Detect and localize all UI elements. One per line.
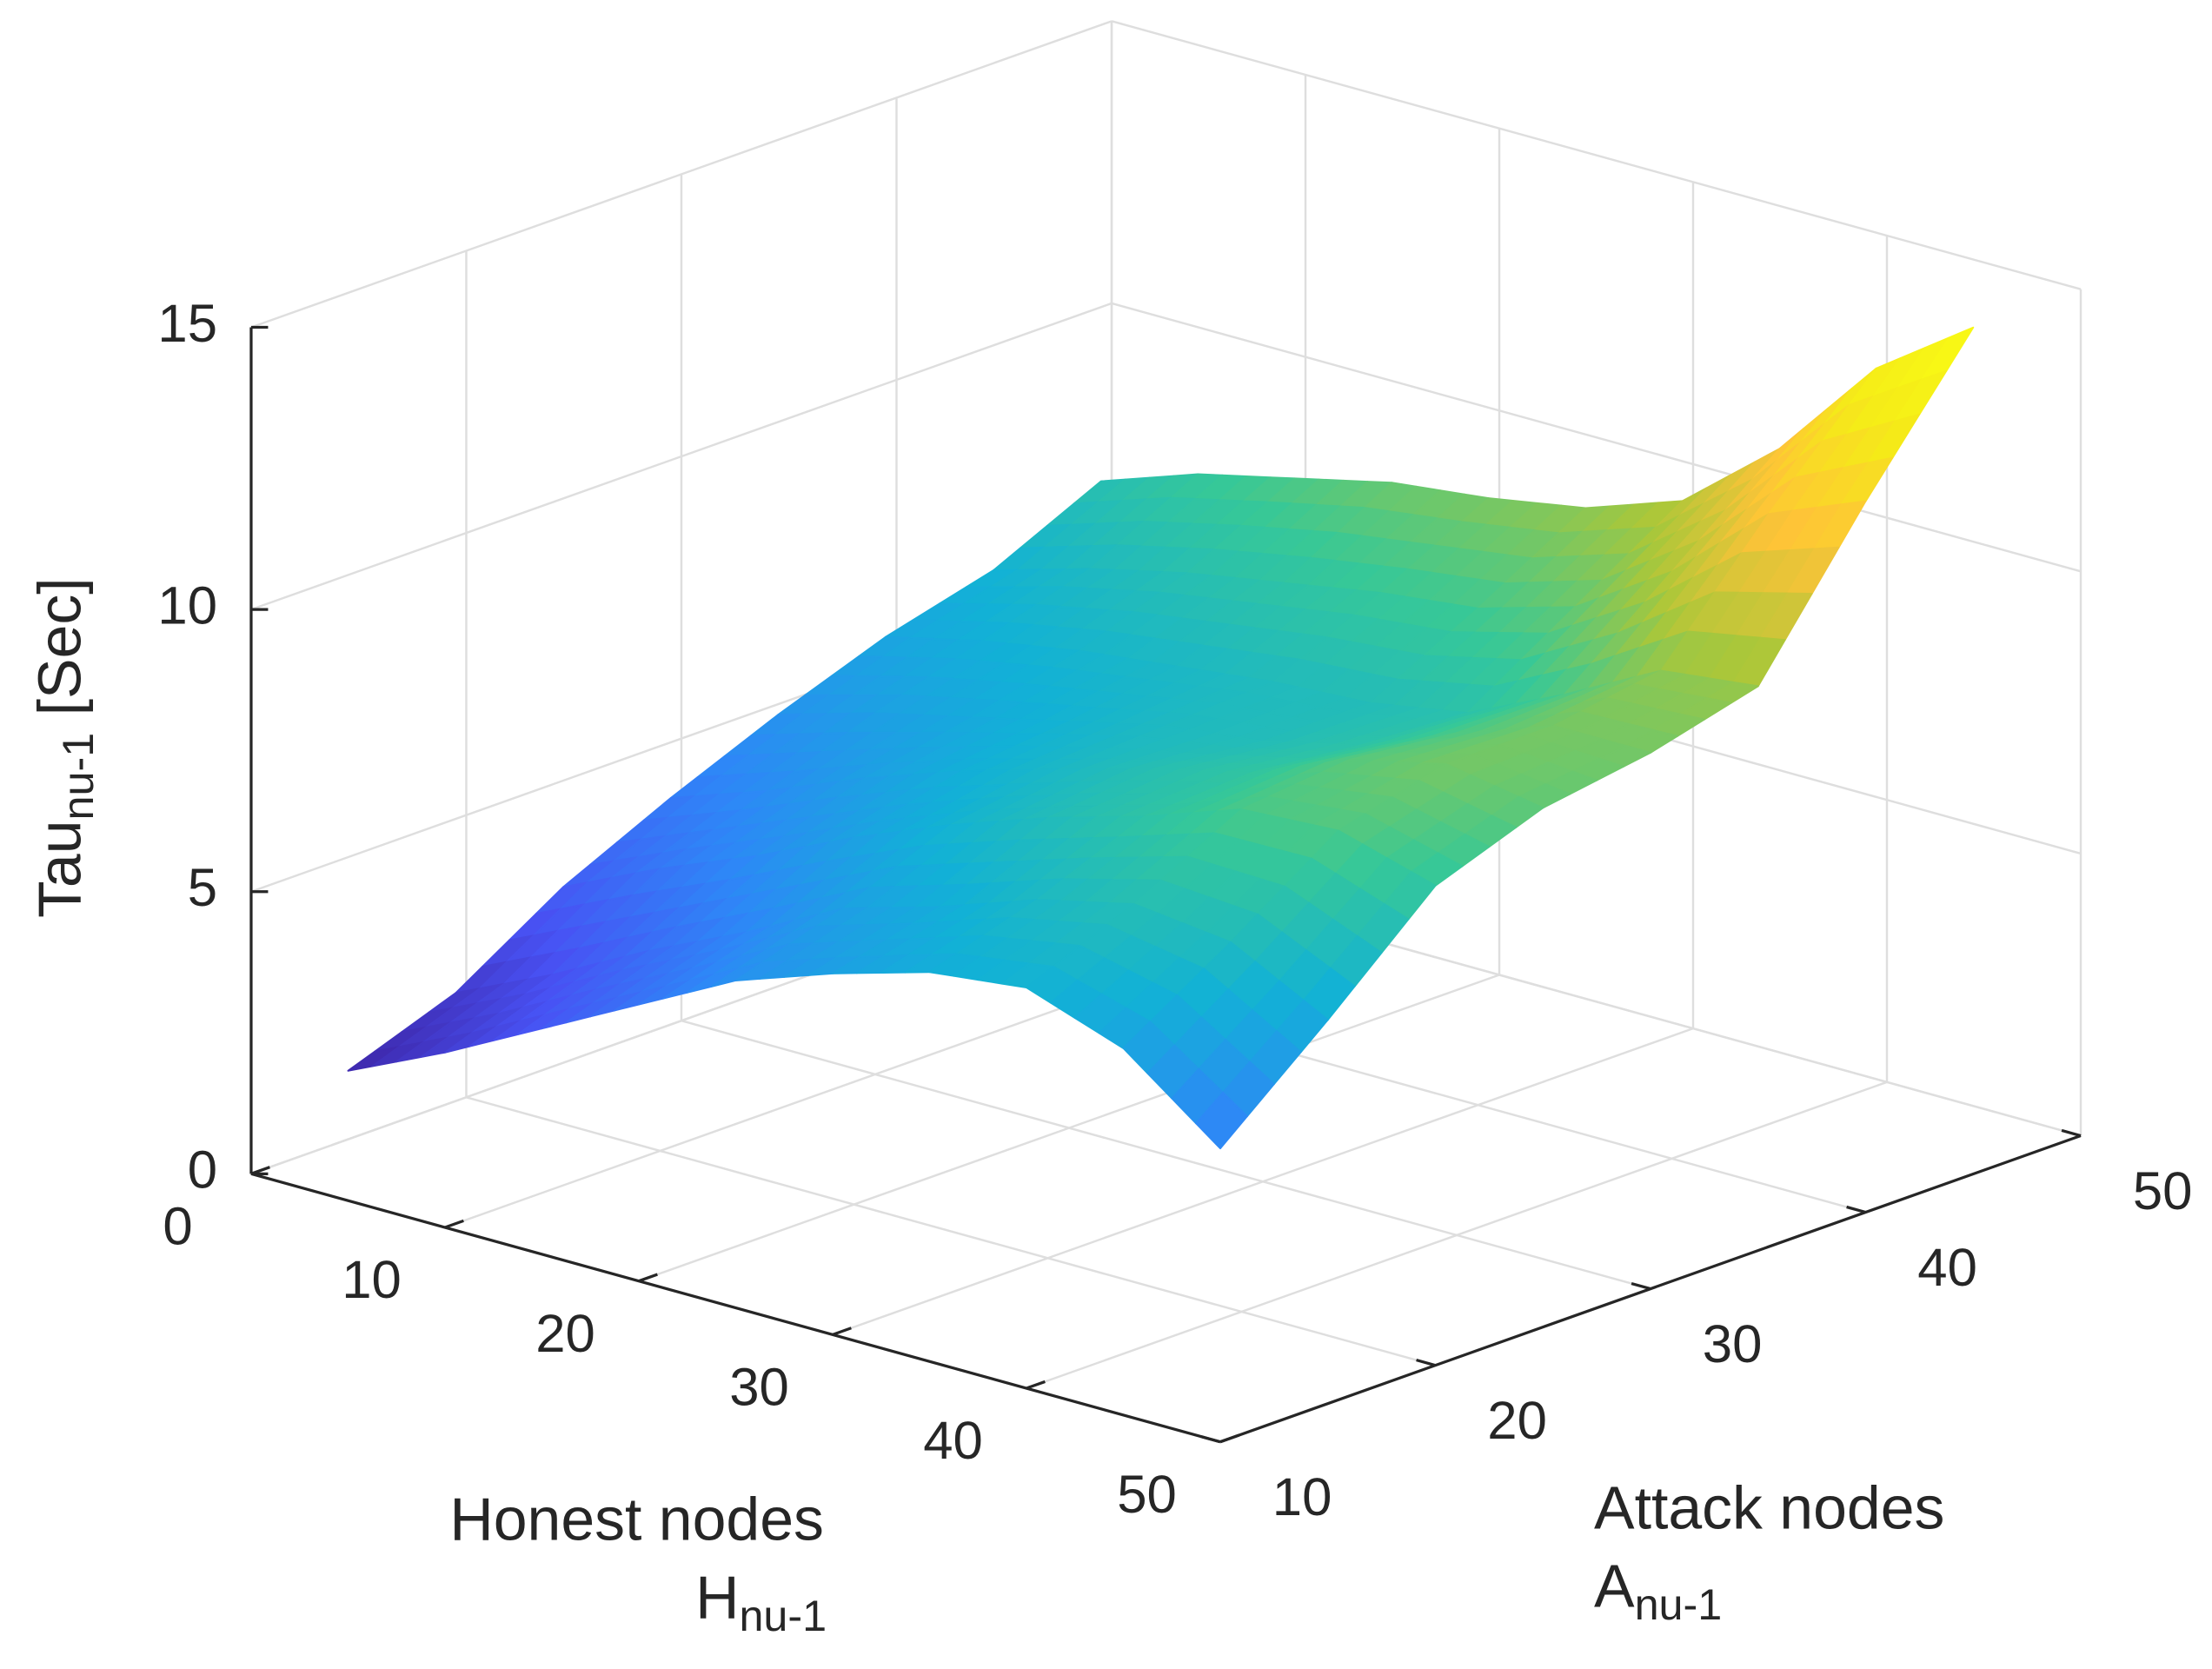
z-label-symbol: Tau (26, 821, 94, 918)
z-tick-label: 10 (157, 575, 217, 635)
x-tick-label: 30 (729, 1358, 789, 1418)
x-tick-label: 10 (342, 1250, 402, 1310)
x-label-symbol: H (695, 1564, 739, 1632)
x-axis-symbol: Hnu-1 (695, 1564, 827, 1640)
y-tick-label: 30 (1703, 1314, 1763, 1374)
z-tick-label: 0 (188, 1140, 217, 1200)
z-axis-label: Taunu-1 [Sec] (26, 577, 103, 918)
x-tick (1026, 1380, 1046, 1390)
grid-line (466, 1096, 1436, 1366)
x-tick (638, 1273, 658, 1283)
y-tick (1846, 1205, 1866, 1214)
grid-line (1111, 20, 2082, 290)
x-tick-label: 50 (1117, 1465, 1177, 1525)
x-tick-label: 40 (923, 1411, 983, 1471)
x-tick (250, 1166, 270, 1175)
y-tick-label: 20 (1487, 1391, 1547, 1451)
surface-patch (1195, 1091, 1248, 1150)
grid-line (1111, 302, 2082, 573)
y-tick (1200, 1435, 1221, 1444)
x-axis-line (250, 1172, 1221, 1444)
y-tick-label: 40 (1917, 1238, 1977, 1298)
grid-line (250, 20, 1113, 329)
y-label-symbol: A (1594, 1553, 1635, 1620)
x-axis-label: Honest nodes (449, 1485, 824, 1553)
x-tick (444, 1219, 464, 1229)
y-tick (2061, 1128, 2082, 1138)
y-tick (1416, 1359, 1436, 1367)
x-tick (1219, 1433, 1239, 1444)
surface (347, 326, 1975, 1150)
x-label-subscript: nu-1 (739, 1591, 827, 1640)
y-tick (1631, 1281, 1651, 1291)
grid-line (250, 302, 1113, 611)
axes: 0 5 10 15 0 10 20 30 40 50 10 20 30 40 50 (157, 294, 2192, 1527)
x-tick-label: 20 (535, 1304, 595, 1364)
y-axis-symbol: Anu-1 (1594, 1553, 1722, 1629)
z-label-unit: [Sec] (26, 577, 94, 715)
z-label-subscript: nu-1 (54, 733, 103, 821)
y-tick-label: 50 (2133, 1161, 2193, 1221)
y-axis-label: Attack nodes (1594, 1473, 1944, 1541)
z-tick-label: 5 (188, 858, 217, 918)
grid-line (681, 1020, 1651, 1290)
x-tick (832, 1327, 852, 1336)
x-tick-label: 0 (163, 1197, 192, 1257)
z-tick-label: 15 (157, 294, 217, 354)
y-label-subscript: nu-1 (1635, 1580, 1723, 1630)
y-tick-label: 10 (1272, 1467, 1332, 1527)
